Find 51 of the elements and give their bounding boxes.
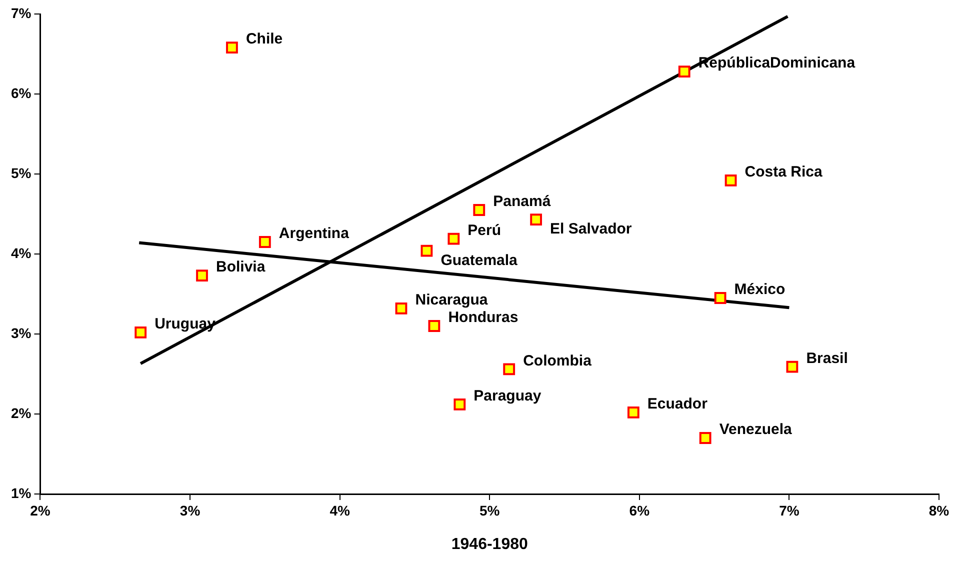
annotation: Brasil: [806, 350, 848, 367]
point: [473, 204, 486, 216]
annotation: México: [734, 281, 786, 298]
point: [428, 320, 440, 332]
x-axis-title: 1946-1980: [451, 536, 528, 553]
point: [724, 174, 737, 186]
annotation: Nicaragua: [415, 292, 488, 309]
y-tick-label: 5%: [11, 164, 32, 181]
point: [530, 214, 542, 226]
point: [699, 432, 712, 444]
annotation: Guatemala: [440, 252, 518, 269]
point: [454, 398, 466, 410]
y-tick-label: 3%: [11, 324, 32, 341]
point: [714, 292, 726, 304]
x-tick-label: 4%: [330, 502, 350, 518]
point: [196, 270, 208, 282]
point: [134, 326, 147, 338]
y-tick-label: 7%: [11, 4, 32, 21]
point: [627, 406, 640, 418]
annotation: Colombia: [523, 352, 592, 370]
y-tick-label: 2%: [11, 404, 32, 421]
point: [786, 360, 798, 373]
annotation: Argentina: [278, 225, 350, 242]
y-tick-label: 4%: [11, 244, 32, 261]
annotation: El Salvador: [550, 220, 632, 238]
x-tick-label: 2%: [30, 502, 51, 518]
annotation: Costa Rica: [744, 164, 823, 181]
annotation: Uruguay: [154, 316, 216, 333]
x-tick-label: 6%: [629, 502, 650, 518]
y-tick-label: 6%: [11, 84, 32, 101]
x-tick-label: 8%: [928, 502, 950, 518]
annotation: Panamá: [493, 193, 552, 210]
annotation: Perú: [468, 222, 502, 239]
point: [503, 363, 516, 376]
annotation: Paraguay: [474, 388, 542, 405]
point: [448, 232, 460, 245]
x-tick-label: 5%: [480, 502, 500, 518]
annotation: Chile: [246, 30, 283, 48]
annotation: Honduras: [448, 309, 518, 326]
annotation: RepúblicaDominicana: [698, 54, 856, 72]
annotation: Ecuador: [647, 396, 708, 413]
point: [678, 66, 690, 78]
point: [420, 244, 433, 257]
annotation: Bolivia: [216, 258, 266, 276]
x-tick-label: 7%: [779, 502, 800, 518]
point: [226, 42, 238, 54]
point: [258, 236, 271, 248]
point: [395, 302, 408, 314]
y-tick-label: 1%: [11, 484, 32, 501]
x-tick-label: 3%: [180, 502, 201, 518]
annotation: Venezuela: [719, 421, 793, 438]
